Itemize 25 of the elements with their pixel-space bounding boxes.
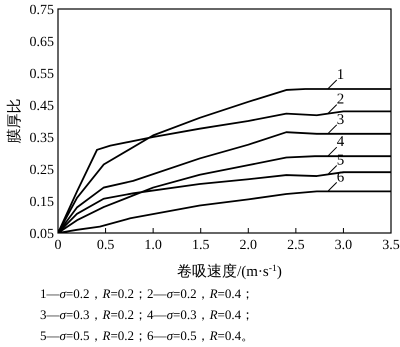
y-tick-label: 0.25 [30,163,54,178]
text: 5—σ=0.5，R=0.2；6—σ=0.5，R=0.4。 [40,328,254,343]
x-axis-title: 卷吸速度/(m·s$^{-1}$) [177,262,282,280]
legend-label: 4 [336,134,345,150]
x-tick-label: 2.5 [287,238,305,253]
x-tick-label: 3.0 [334,238,352,253]
text: 1—σ=0.2，R=0.2；2—σ=0.2，R=0.4； [40,286,254,301]
x-tick-label: 2.0 [240,238,258,253]
legend-label: 1 [336,67,344,83]
y-tick-label: 0.15 [30,195,54,210]
legend-label: 3 [336,112,344,128]
y-axis-title: 膜厚比 [6,98,23,144]
y-tick-label: 0.75 [30,3,54,18]
x-tick-label: 1.0 [144,238,162,253]
text: 3—σ=0.3，R=0.2；4—σ=0.3，R=0.4； [40,307,254,322]
x-tick-label: 1.5 [192,238,210,253]
x-tick-label: 0.5 [96,238,114,253]
y-tick-label: 0.35 [30,131,54,146]
y-tick-label: 0.45 [30,99,54,114]
y-tick-label: 0.65 [30,35,54,50]
x-tick-label: 3.5 [382,238,400,253]
y-tick-label: 0.05 [30,227,54,242]
x-tick-label: 0 [54,238,62,253]
legend-label: 2 [336,92,344,108]
y-tick-label: 0.55 [30,67,54,82]
